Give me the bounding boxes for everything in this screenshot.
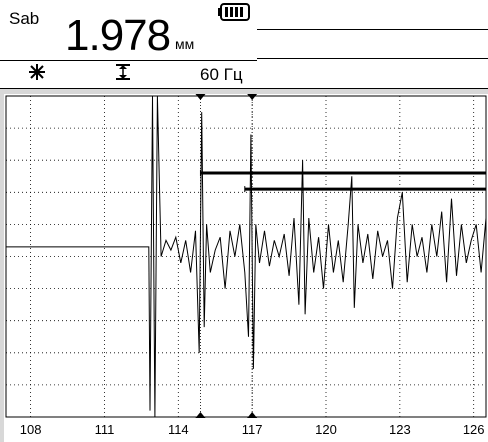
cursor-marker-top [247,94,258,100]
cursor-marker-top [195,94,206,100]
cursor-marker-bottom [247,412,258,418]
x-tick-label: 114 [168,422,189,437]
snowflake-icon[interactable] [28,63,46,86]
x-tick-label: 123 [389,422,411,437]
signal-trace [6,95,487,418]
x-tick-label: 111 [95,422,115,437]
frequency-label: 60 Гц [200,65,243,84]
info-row [257,0,488,30]
info-row [257,30,488,59]
plot-background [4,94,488,442]
reading-unit: мм [175,36,195,52]
mode-label[interactable]: Sab [9,9,40,28]
info-table [257,0,488,89]
cursor-marker-bottom [195,412,206,418]
x-tick-label: 126 [463,422,485,437]
x-tick-label: 117 [242,422,263,437]
x-tick-label: 120 [315,422,337,437]
gate-icon[interactable] [114,64,132,85]
battery-icon [218,3,250,26]
a-scan-plot[interactable]: 108 111 114 117 120 123 126 [4,94,488,442]
x-tick-label: 108 [20,422,42,437]
reading-panel [0,0,258,89]
divider [0,60,257,61]
thickness-reading: 1.978 [65,11,171,60]
